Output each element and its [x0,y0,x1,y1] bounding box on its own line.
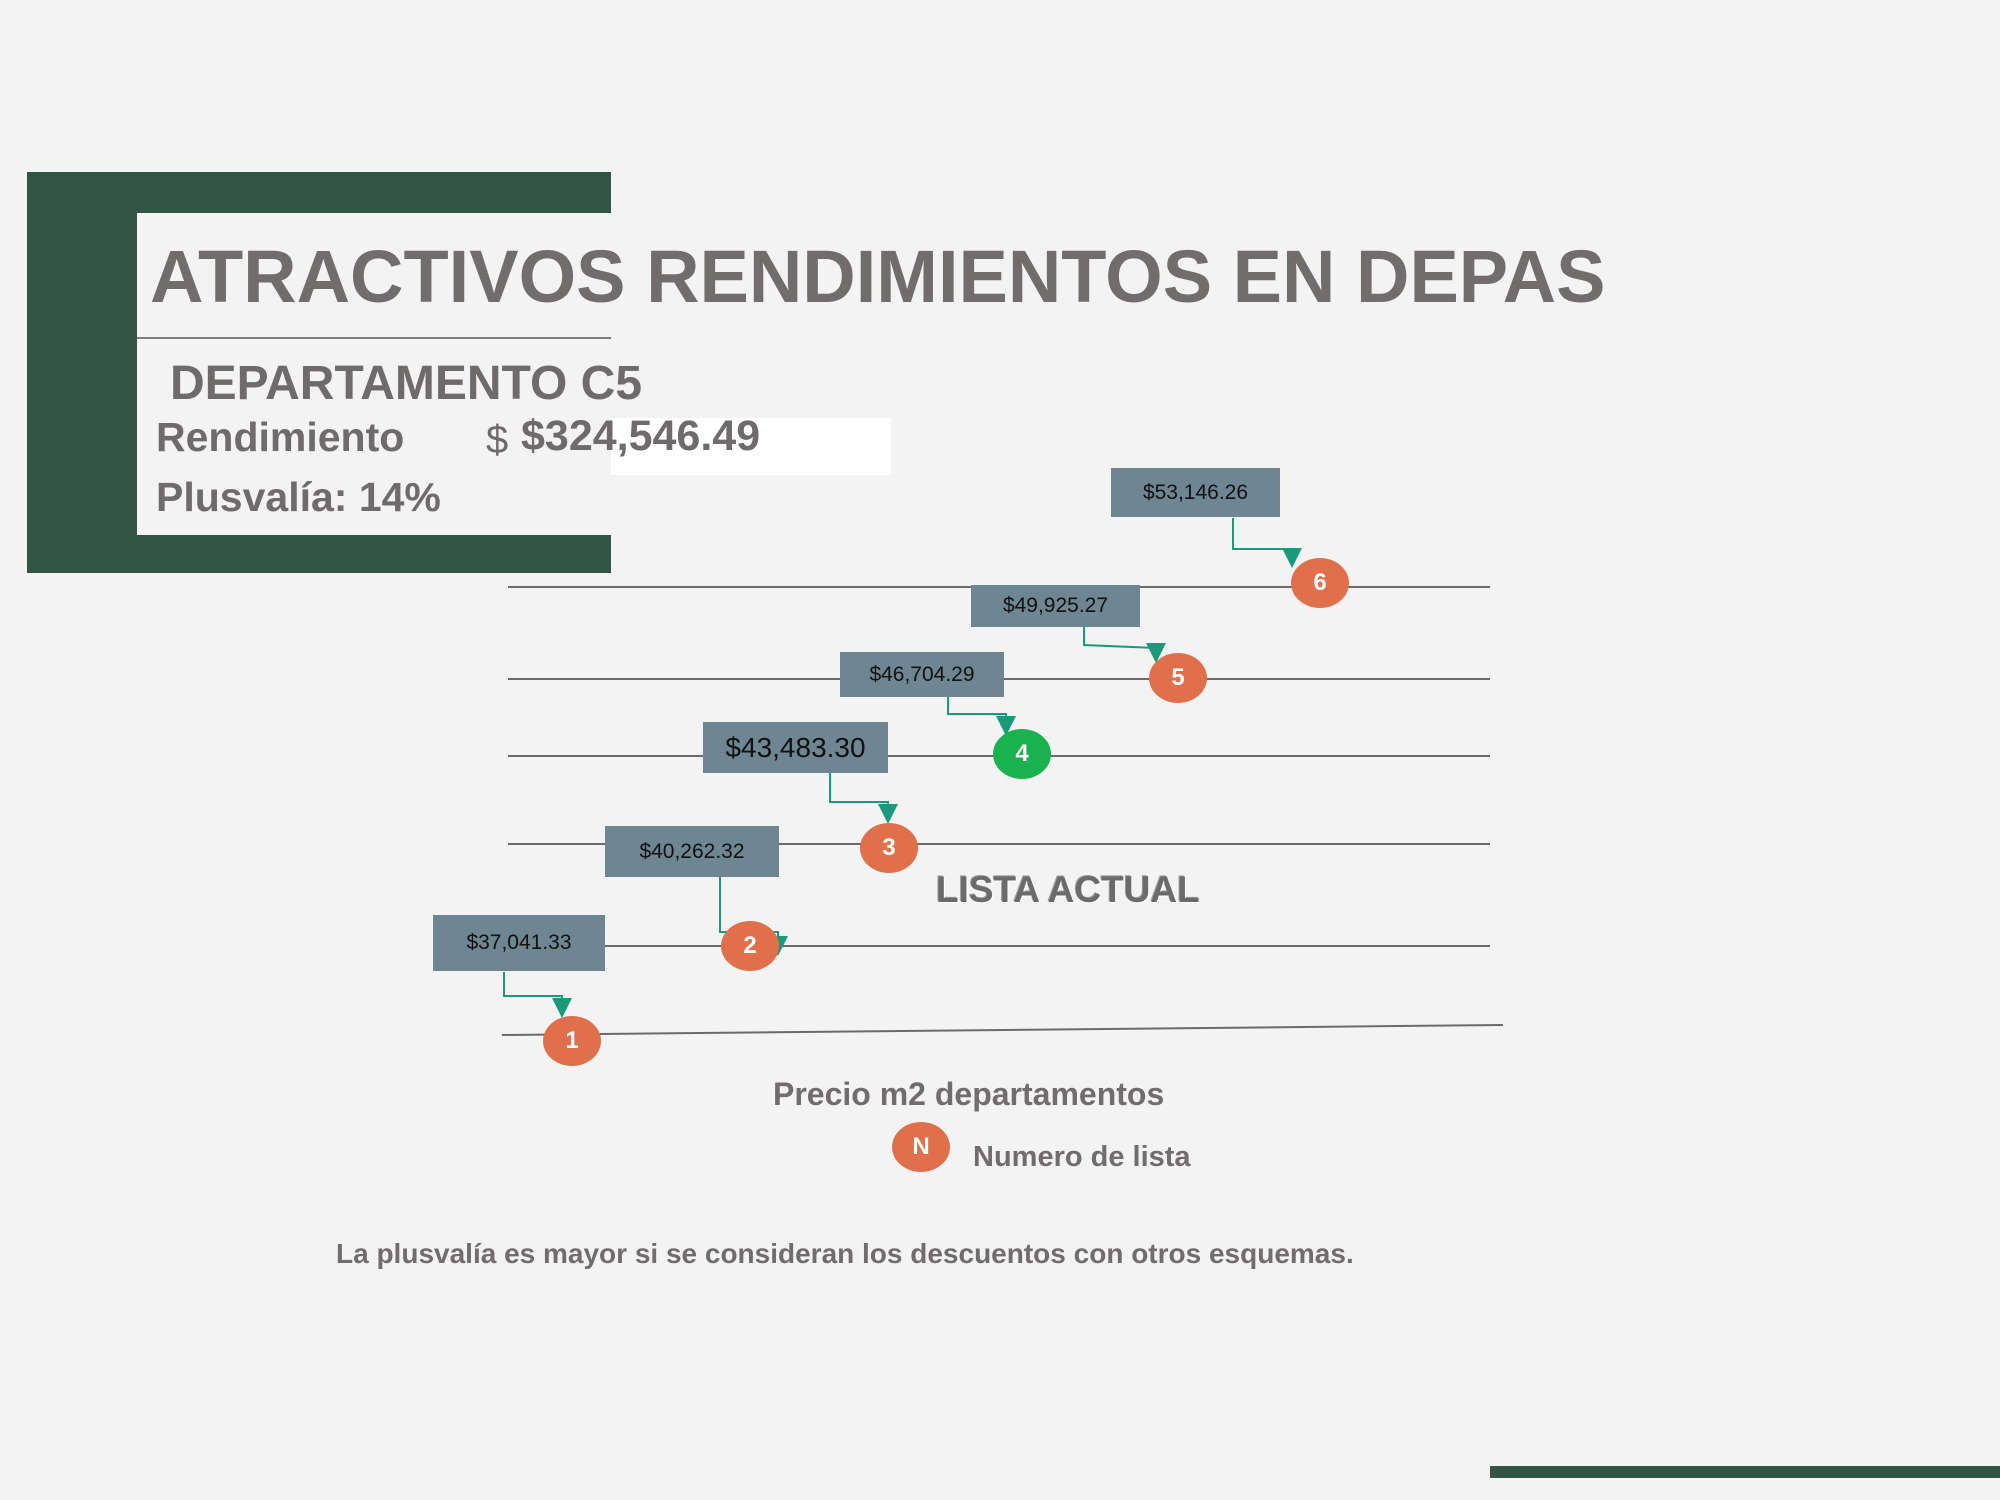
title-background [611,213,1711,338]
plusvalia-label: Plusvalía: 14% [156,474,441,520]
list-badge-3: 3 [860,823,918,873]
list-badge-1: 1 [543,1016,601,1066]
legend-label: Numero de lista [973,1141,1191,1173]
list-badge-2: 2 [721,921,779,971]
connector-4 [947,696,1016,736]
rendimiento-value: $324,546.49 [521,412,761,460]
list-badge-6: 6 [1291,558,1349,608]
legend-title: Precio m2 departamentos [773,1076,1165,1112]
connector-5 [1083,626,1166,663]
list-badge-4-current: 4 [993,729,1051,779]
rendimiento-label: Rendimiento [156,414,405,460]
price-box-4: $46,704.29 [840,652,1004,697]
legend-badge: N [892,1122,950,1172]
price-box-6: $53,146.26 [1111,468,1280,517]
price-box-5: $49,925.27 [971,585,1140,627]
footnote: La plusvalía es mayor si se consideran l… [336,1238,1354,1269]
header-divider [137,337,611,339]
department-title: DEPARTAMENTO C5 [170,357,643,410]
price-box-1: $37,041.33 [433,915,605,971]
level-line-1 [501,1024,1504,1036]
price-box-3: $43,483.30 [703,722,888,773]
current-list-label: LISTA ACTUAL [936,869,1200,910]
connector-3 [829,773,898,824]
bottom-accent-bar [1490,1466,2000,1478]
rendimiento-value-background [611,418,891,475]
header-panel [137,213,611,535]
page-title: ATRACTIVOS RENDIMIENTOS EN DEPAS [150,235,1606,318]
list-badge-5: 5 [1149,653,1207,703]
connector-6 [1232,518,1302,568]
price-box-2: $40,262.32 [605,826,779,877]
connector-1 [503,972,572,1018]
rendimiento-currency: $ [486,418,509,462]
